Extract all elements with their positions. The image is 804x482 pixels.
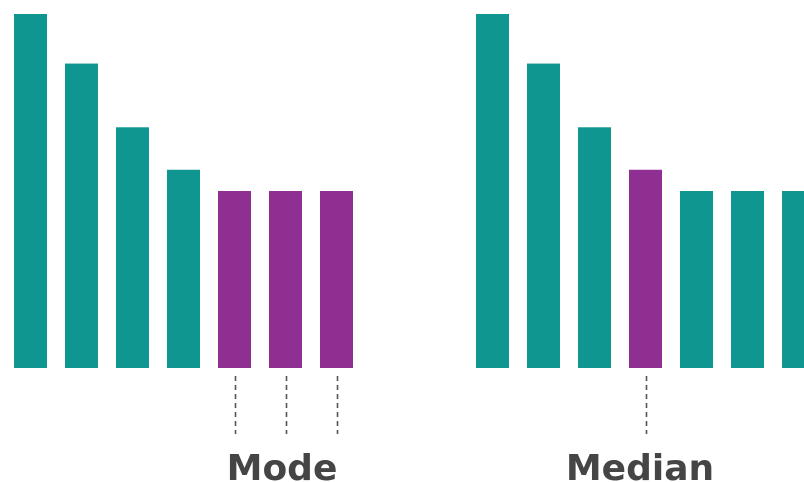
median-label: Median — [566, 448, 714, 482]
median-chart — [476, 14, 804, 434]
median-bar-5 — [680, 191, 713, 368]
mode-chart — [14, 14, 353, 434]
median-bar-2 — [527, 63, 560, 369]
median-bar-1 — [476, 14, 509, 368]
mode-bar-1 — [14, 14, 47, 368]
median-bar-6 — [731, 191, 764, 368]
mode-bar-5-highlighted — [218, 191, 251, 368]
mode-bar-2 — [65, 63, 98, 369]
mode-bar-7-highlighted — [320, 191, 353, 368]
mode-bar-6-highlighted — [269, 191, 302, 368]
mode-bar-3 — [116, 127, 149, 368]
mode-bar-4 — [167, 169, 200, 368]
median-bar-4-highlighted — [629, 169, 662, 368]
mode-label: Mode — [227, 448, 338, 482]
median-bar-3 — [578, 127, 611, 368]
median-bar-7 — [782, 191, 804, 368]
